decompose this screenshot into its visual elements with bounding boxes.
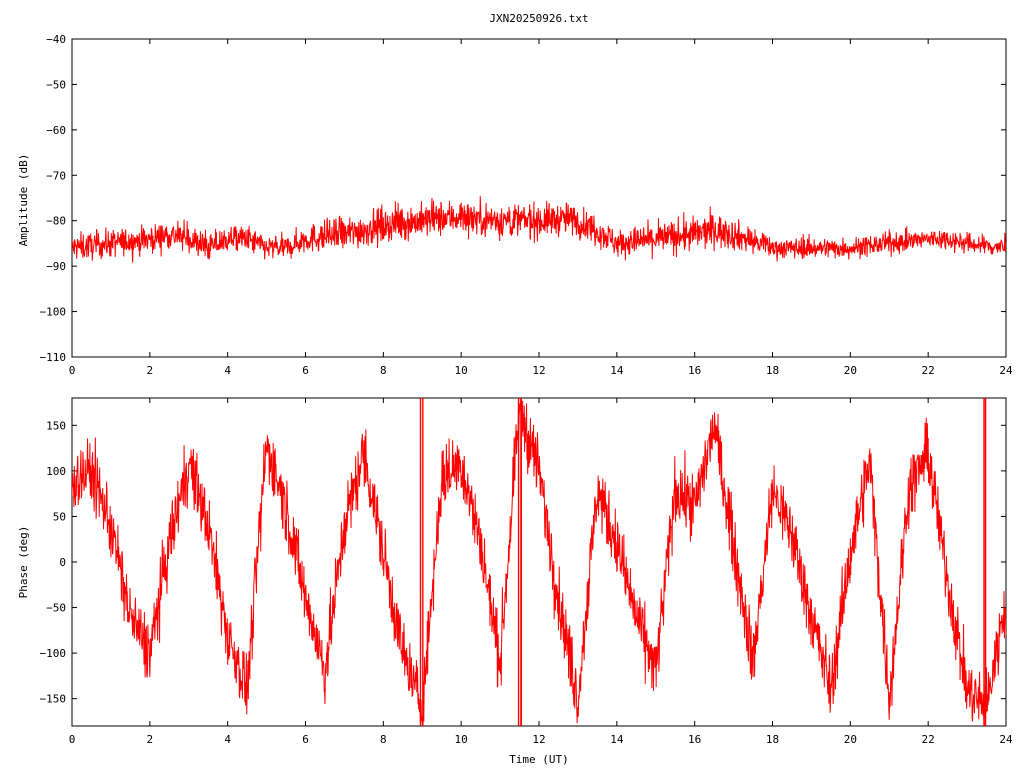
x-tick-label: 20: [844, 733, 857, 746]
x-tick-label: 12: [532, 364, 545, 377]
x-tick-label: 6: [302, 733, 309, 746]
x-tick-label: 10: [455, 733, 468, 746]
y-tick-label: −150: [40, 693, 67, 706]
chart-title: JXN20250926.txt: [489, 12, 588, 25]
y-tick-label: −100: [40, 647, 67, 660]
x-tick-label: 6: [302, 364, 309, 377]
phase-axis-title: Phase (deg): [17, 526, 30, 599]
amplitude-series-line: [72, 196, 1006, 263]
x-tick-label: 2: [147, 364, 154, 377]
phase-series-line: [72, 398, 1006, 726]
x-tick-label: 10: [455, 364, 468, 377]
x-tick-label: 14: [610, 364, 624, 377]
x-tick-label: 0: [69, 733, 76, 746]
y-tick-label: −70: [46, 169, 66, 182]
phase-panel: 0 2 4 6 8 10 12 14 16 18 20 22 24150100500−50−100−15…: [40, 397, 1013, 746]
x-tick-label: 18: [766, 364, 779, 377]
x-tick-label: 8: [380, 733, 387, 746]
y-tick-label: −50: [46, 78, 66, 91]
x-tick-label: 16: [688, 364, 701, 377]
x-tick-label: 14: [610, 733, 624, 746]
x-tick-label: 16: [688, 733, 701, 746]
x-tick-label: 4: [224, 733, 231, 746]
x-tick-label: 0: [69, 364, 76, 377]
amplitude-panel: 0 2 4 6 8 10 12 14 16 18 20 22 24−40−50−60−70−80−90−…: [40, 33, 1013, 377]
x-tick-label: 8: [380, 364, 387, 377]
plot-frame: [71, 38, 1007, 358]
x-tick-label: 22: [922, 733, 935, 746]
x-tick-label: 20: [844, 364, 857, 377]
y-tick-label: −110: [40, 351, 67, 364]
time-axis-title: Time (UT): [509, 753, 569, 766]
y-tick-label: −50: [46, 602, 66, 615]
y-tick-label: −40: [46, 33, 66, 46]
x-tick-label: 18: [766, 733, 779, 746]
y-tick-label: 50: [53, 510, 66, 523]
x-tick-label: 24: [999, 733, 1013, 746]
x-tick-label: 4: [224, 364, 231, 377]
x-tick-label: 12: [532, 733, 545, 746]
y-tick-label: 100: [46, 465, 66, 478]
y-tick-label: −80: [46, 215, 66, 228]
y-tick-label: 0: [59, 556, 66, 569]
y-tick-label: 150: [46, 419, 66, 432]
x-tick-label: 24: [999, 364, 1013, 377]
y-tick-label: −90: [46, 260, 66, 273]
x-tick-label: 22: [922, 364, 935, 377]
y-tick-label: −60: [46, 124, 66, 137]
amplitude-axis-title: Amplitude (dB): [17, 154, 30, 247]
y-tick-label: −100: [40, 306, 67, 319]
x-tick-label: 2: [147, 733, 154, 746]
